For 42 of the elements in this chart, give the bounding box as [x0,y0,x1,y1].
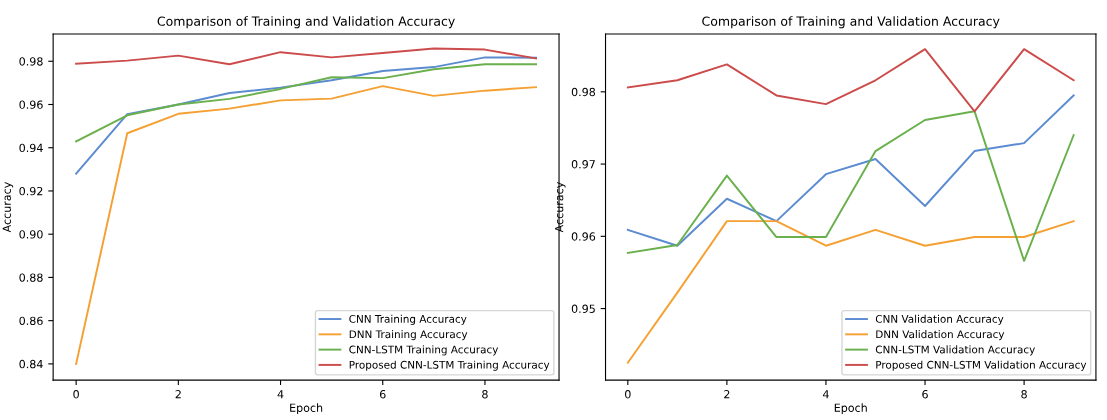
y-tick-label: 0.94 [19,143,43,153]
line-series [75,56,538,175]
line-series [626,110,1075,262]
legend-label: DNN Training Accuracy [349,330,468,341]
legend-label: DNN Validation Accuracy [876,330,1005,341]
chart-title: Comparison of Training and Validation Accuracy [702,16,1000,29]
x-axis-title: Epoch [834,403,867,415]
x-tick-label: 2 [175,390,181,399]
x-tick-label: 4 [822,390,829,399]
y-tick-label: 0.84 [19,359,43,369]
x-tick-label: 8 [1021,390,1027,399]
legend-label: CNN-LSTM Validation Accuracy [875,345,1035,356]
y-tick-label: 0.90 [19,230,43,239]
y-tick-label: 0.97 [571,160,595,169]
line-series [626,94,1075,247]
x-tick-label: 0 [625,390,631,399]
x-tick-label: 6 [922,390,928,399]
line-series [626,48,1075,113]
x-tick-label: 8 [482,390,488,399]
x-tick-label: 4 [277,390,284,399]
y-tick-label: 0.95 [571,304,595,313]
legend-label: CNN Training Accuracy [349,314,467,325]
line-series [75,63,538,143]
y-tick-label: 0.96 [571,232,596,241]
legend-label: CNN-LSTM Training Accuracy [349,345,499,356]
x-axis-title: Epoch [290,403,323,415]
y-tick-label: 0.92 [19,186,43,196]
y-axis-title: Accuracy [555,182,566,233]
y-axis-title: Accuracy [2,182,14,233]
legend-label: Proposed CNN-LSTM Validation Accuracy [876,360,1087,371]
y-tick-label: 0.96 [19,100,43,109]
line-series [75,47,538,66]
x-tick-label: 0 [73,390,79,399]
y-tick-label: 0.98 [19,57,43,66]
legend-label: CNN Validation Accuracy [875,314,1004,325]
chart-title: Comparison of Training and Validation Accuracy [157,16,455,29]
legend-label: Proposed CNN-LSTM Training Accuracy [349,360,550,371]
x-tick-label: 2 [724,390,730,399]
x-tick-label: 6 [379,390,386,399]
y-tick-label: 0.86 [19,316,43,326]
y-tick-label: 0.88 [19,273,43,282]
y-tick-label: 0.98 [571,87,596,97]
